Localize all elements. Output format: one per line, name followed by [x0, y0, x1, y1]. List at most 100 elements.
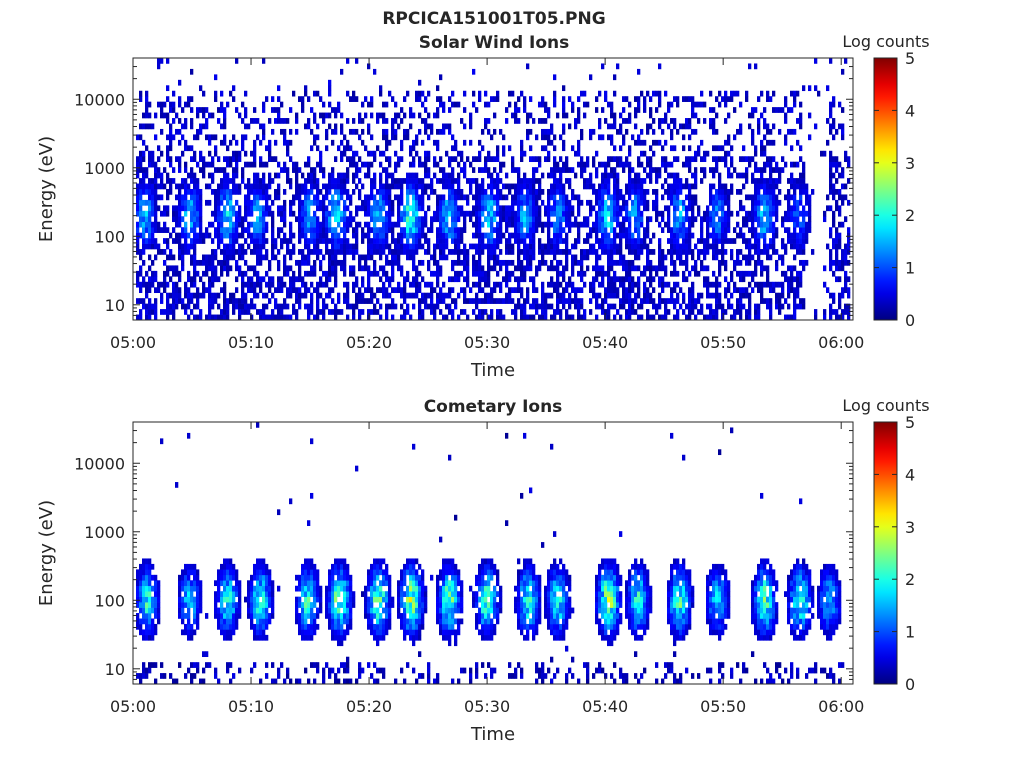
- heatmap-cell: [607, 309, 611, 315]
- heatmap-cell: [262, 276, 266, 283]
- heatmap-cell: [235, 221, 239, 228]
- heatmap-cell: [289, 238, 293, 244]
- heatmap-cell: [415, 216, 419, 223]
- heatmap-cell: [304, 161, 308, 168]
- solar-wind-heatmap: [136, 58, 851, 321]
- heatmap-cell: [355, 232, 359, 239]
- heatmap-cell: [211, 298, 215, 304]
- heatmap-cell: [199, 227, 203, 233]
- heatmap-cell: [340, 183, 344, 190]
- heatmap-cell: [412, 221, 416, 228]
- heatmap-cell: [745, 292, 749, 299]
- heatmap-cell: [328, 90, 332, 97]
- heatmap-cell: [451, 194, 455, 201]
- heatmap-cell: [622, 287, 626, 294]
- heatmap-cell: [592, 205, 596, 212]
- heatmap-cell: [745, 167, 749, 173]
- heatmap-cell: [676, 221, 680, 228]
- heatmap-cell: [670, 199, 674, 206]
- heatmap-cell: [631, 232, 635, 239]
- heatmap-cell: [202, 270, 206, 277]
- heatmap-cell: [676, 298, 680, 304]
- heatmap-cell: [586, 183, 590, 190]
- heatmap-cell: [337, 210, 341, 217]
- heatmap-cell: [751, 287, 755, 294]
- heatmap-cell: [172, 107, 176, 113]
- heatmap-cell: [532, 249, 536, 255]
- heatmap-cell: [841, 134, 845, 141]
- heatmap-cell: [580, 199, 584, 206]
- heatmap-cell: [793, 96, 797, 102]
- heatmap-cell: [667, 238, 671, 244]
- heatmap-cell: [637, 139, 641, 146]
- heatmap-cell: [769, 314, 773, 321]
- heatmap-cell: [739, 172, 743, 179]
- heatmap-cell: [622, 292, 626, 299]
- heatmap-cell: [787, 194, 791, 201]
- heatmap-cell: [232, 96, 236, 102]
- heatmap-cell: [541, 249, 545, 255]
- heatmap-cell: [727, 194, 731, 201]
- heatmap-cell: [613, 292, 617, 299]
- heatmap-cell: [607, 101, 611, 108]
- heatmap-cell: [487, 298, 491, 304]
- heatmap-cell: [604, 227, 608, 233]
- heatmap-cell: [226, 145, 230, 152]
- heatmap-cell: [679, 259, 683, 266]
- heatmap-cell: [625, 199, 629, 206]
- heatmap-cell: [712, 227, 716, 233]
- heatmap-cell: [742, 221, 746, 228]
- heatmap-cell: [658, 281, 662, 288]
- heatmap-cell: [295, 314, 299, 321]
- heatmap-cell: [475, 314, 479, 321]
- heatmap-cell: [307, 118, 311, 124]
- heatmap-cell: [802, 210, 806, 217]
- heatmap-cell: [154, 210, 158, 217]
- heatmap-cell: [652, 128, 656, 135]
- heatmap-cell: [523, 183, 527, 190]
- heatmap-cell: [325, 128, 329, 135]
- heatmap-cell: [721, 227, 725, 233]
- heatmap-cell: [337, 309, 341, 315]
- heatmap-cell: [775, 205, 779, 212]
- heatmap-cell: [367, 194, 371, 201]
- heatmap-cell: [409, 205, 413, 212]
- heatmap-cell: [670, 189, 674, 195]
- heatmap-cell: [259, 205, 263, 212]
- heatmap-cell: [463, 123, 467, 130]
- heatmap-cell: [709, 221, 713, 228]
- heatmap-cell: [766, 161, 770, 168]
- heatmap-cell: [514, 314, 518, 321]
- heatmap-cell: [646, 227, 650, 233]
- heatmap-cell: [823, 150, 827, 157]
- heatmap-cell: [229, 238, 233, 244]
- heatmap-cell: [679, 123, 683, 130]
- heatmap-cell: [385, 314, 389, 321]
- heatmap-cell: [688, 232, 692, 239]
- heatmap-cell: [238, 210, 242, 217]
- heatmap-cell: [601, 210, 605, 217]
- heatmap-cell: [307, 238, 311, 244]
- heatmap-cell: [757, 194, 761, 201]
- heatmap-cell: [409, 292, 413, 299]
- heatmap-cell: [649, 216, 653, 223]
- heatmap-cell: [418, 238, 422, 244]
- heatmap-cell: [271, 309, 275, 315]
- heatmap-cell: [277, 194, 281, 201]
- heatmap-cell: [157, 281, 161, 288]
- heatmap-cell: [397, 112, 401, 119]
- heatmap-cell: [184, 189, 188, 195]
- heatmap-cell: [769, 172, 773, 179]
- heatmap-cell: [607, 189, 611, 195]
- heatmap-cell: [664, 139, 668, 146]
- heatmap-cell: [514, 265, 518, 272]
- heatmap-cell: [181, 265, 185, 272]
- heatmap-cell: [379, 303, 383, 310]
- heatmap-cell: [217, 118, 221, 124]
- heatmap-cell: [511, 161, 515, 168]
- heatmap-cell: [235, 265, 239, 272]
- heatmap-cell: [679, 243, 683, 250]
- heatmap-cell: [748, 112, 752, 119]
- heatmap-cell: [538, 178, 542, 184]
- heatmap-cell: [529, 232, 533, 239]
